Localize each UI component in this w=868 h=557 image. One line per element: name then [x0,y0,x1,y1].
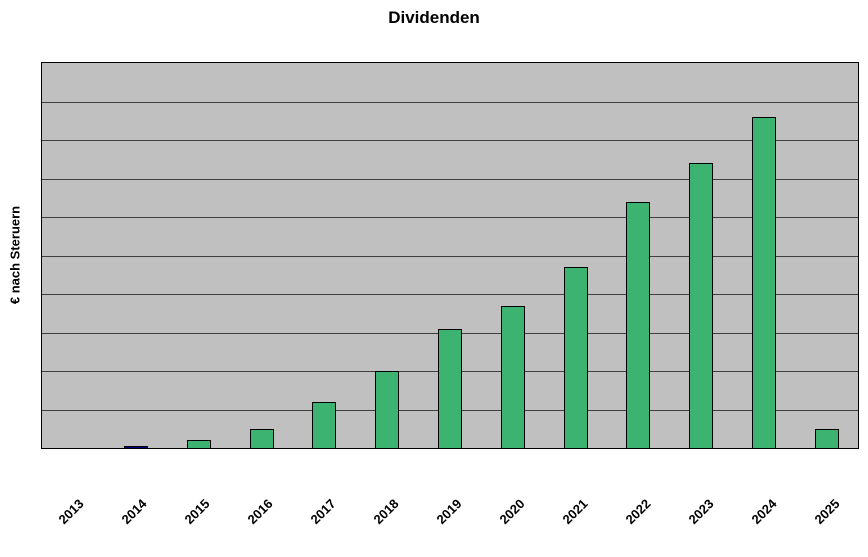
x-tick-label-2019: 2019 [433,496,465,528]
plot-area [41,62,859,449]
bar-2023 [689,163,714,448]
x-tick-label-2015: 2015 [181,496,213,528]
x-tick-label-2017: 2017 [307,496,339,528]
x-tick-label-2020: 2020 [496,496,528,528]
bar-2014 [124,446,149,448]
x-tick-label-2022: 2022 [622,496,654,528]
gridline [42,255,858,257]
x-tick-label-2023: 2023 [685,496,717,528]
x-tick-label-2016: 2016 [244,496,276,528]
bar-2019 [438,328,462,448]
gridline [42,178,858,180]
bar-2025 [814,428,839,448]
bar-2022 [626,201,651,448]
bar-2024 [751,116,776,448]
gridline [42,294,858,295]
bar-2018 [375,371,400,448]
x-tick-label-2024: 2024 [748,496,780,528]
x-axis-labels: 2013 2014 2015 2016 2017 2018 2019 2020 2021 2022… [41,496,859,551]
gridline [42,140,858,141]
bar-2017 [312,401,337,448]
x-tick-label-2025: 2025 [811,496,843,528]
bar-2020 [500,305,525,448]
chart-title: Dividenden [388,8,480,27]
y-axis-label: € nach Steruern [7,205,23,305]
gridline [42,217,858,218]
x-tick-label-2013: 2013 [56,496,88,528]
x-tick-label-2021: 2021 [559,496,591,528]
x-tick-label-2018: 2018 [370,496,402,528]
gridline [42,101,858,103]
x-tick-label-2014: 2014 [118,496,150,528]
bar-2021 [563,267,588,448]
bar-2015 [186,440,211,448]
bar-2016 [249,428,274,448]
